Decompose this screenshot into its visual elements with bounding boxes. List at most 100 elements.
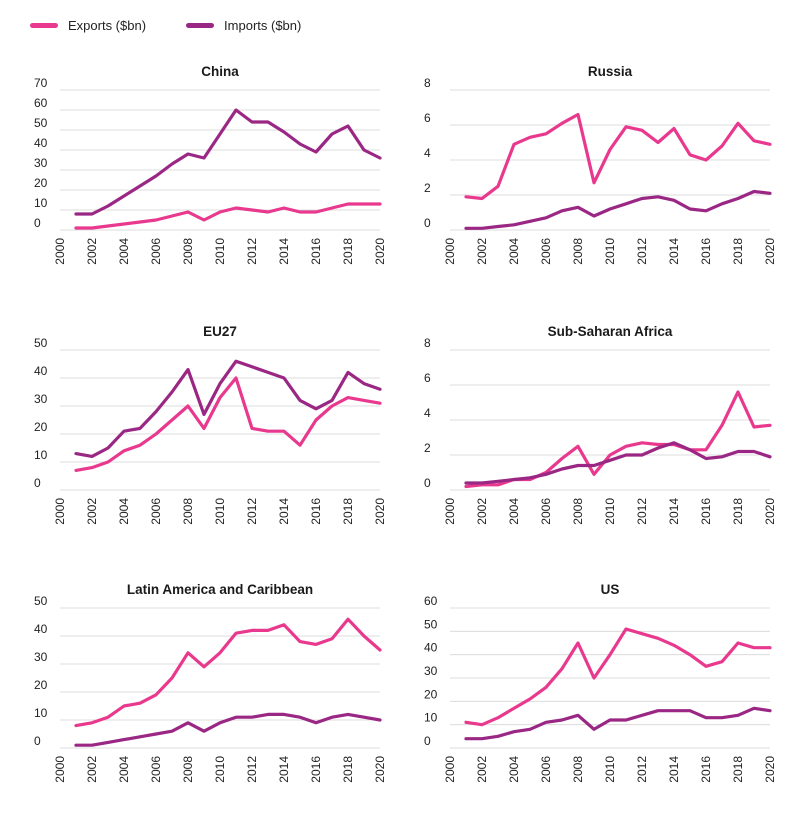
x-tick-label: 2016	[699, 498, 713, 525]
y-tick-label: 60	[34, 96, 48, 110]
exports-line	[74, 202, 382, 230]
y-tick-label: 60	[424, 594, 438, 608]
x-tick-label: 2020	[373, 756, 387, 783]
x-tick-label: 2020	[763, 756, 777, 783]
x-tick-label: 2006	[539, 498, 553, 525]
x-tick-label: 2012	[635, 756, 649, 783]
x-tick-label: 2000	[443, 238, 457, 265]
chart-svg: Russia 0 2 4 6 8 2000 2002 2004 2006 2008 2010 2012 2…	[424, 64, 777, 265]
exports-line	[74, 376, 382, 472]
legend-swatch-imports	[186, 22, 215, 28]
imports-line	[74, 359, 382, 458]
y-tick-label: 0	[34, 216, 41, 230]
x-tick-label: 2000	[53, 756, 67, 783]
x-tick-label: 2010	[603, 498, 617, 525]
x-tick-label: 2008	[571, 498, 585, 525]
chart-svg: Sub-Saharan Africa 0 2 4 6 8 2000 2002 2004 2006 2…	[424, 324, 777, 525]
x-tick-label: 2020	[373, 498, 387, 525]
y-tick-label: 30	[34, 156, 48, 170]
y-tick-label: 50	[34, 336, 48, 350]
x-tick-label: 2012	[245, 238, 259, 265]
x-tick-label: 2002	[475, 238, 489, 265]
x-tick-label: 2008	[571, 756, 585, 783]
y-tick-label: 0	[424, 216, 431, 230]
y-tick-label: 30	[34, 392, 48, 406]
x-tick-label: 2018	[341, 498, 355, 525]
y-tick-label: 4	[424, 146, 431, 160]
x-tick-label: 2014	[277, 756, 291, 783]
x-tick-label: 2012	[635, 238, 649, 265]
legend-label-imports: Imports ($bn)	[224, 17, 302, 33]
y-tick-label: 30	[424, 664, 438, 678]
x-tick-label: 2014	[277, 498, 291, 525]
x-tick-label: 2018	[731, 498, 745, 525]
x-tick-label: 2004	[507, 238, 521, 265]
legend-item-imports: Imports ($bn)	[186, 18, 301, 33]
x-tick-label: 2004	[507, 498, 521, 525]
y-tick-label: 10	[34, 706, 48, 720]
y-tick-label: 20	[34, 678, 48, 692]
x-tick-label: 2004	[507, 756, 521, 783]
imports-line	[464, 189, 772, 230]
chart-svg: US 0 10 20 30 40 50 60 2000 2002 2004 2006 2008 2010 2…	[424, 582, 777, 783]
y-tick-label: 2	[424, 181, 431, 195]
x-tick-label: 2008	[181, 238, 195, 265]
x-tick-label: 2000	[443, 756, 457, 783]
x-tick-label: 2002	[85, 238, 99, 265]
x-tick-label: 2016	[309, 238, 323, 265]
chart-sub-saharan-africa: Sub-Saharan Africa 0 2 4 6 8 2000 2002 2004 2006 2…	[410, 322, 780, 572]
y-tick-label: 40	[424, 641, 438, 655]
chart-svg: China 0 10 20 30 40 50 60 70 2000 2002 2004 2006 2008…	[34, 64, 387, 265]
x-tick-label: 2014	[667, 756, 681, 783]
x-tick-label: 2012	[245, 756, 259, 783]
chart-title: China	[201, 64, 239, 79]
x-tick-label: 2018	[341, 756, 355, 783]
chart-title: Latin America and Caribbean	[127, 582, 313, 597]
x-tick-label: 2020	[763, 238, 777, 265]
chart-title: EU27	[203, 324, 237, 339]
y-tick-label: 4	[424, 406, 431, 420]
y-tick-label: 10	[34, 196, 48, 210]
y-tick-label: 50	[424, 617, 438, 631]
y-tick-label: 20	[34, 176, 48, 190]
x-tick-label: 2000	[53, 498, 67, 525]
y-tick-label: 0	[424, 734, 431, 748]
exports-line	[74, 617, 382, 728]
x-tick-label: 2020	[763, 498, 777, 525]
y-tick-label: 10	[424, 711, 438, 725]
x-tick-label: 2016	[309, 498, 323, 525]
x-tick-label: 2002	[85, 498, 99, 525]
x-tick-label: 2010	[213, 498, 227, 525]
x-tick-label: 2006	[539, 238, 553, 265]
x-tick-label: 2010	[213, 238, 227, 265]
y-tick-label: 8	[424, 76, 431, 90]
x-tick-label: 2004	[117, 498, 131, 525]
x-tick-label: 2016	[699, 756, 713, 783]
y-tick-label: 40	[34, 364, 48, 378]
y-tick-label: 40	[34, 622, 48, 636]
x-tick-label: 2010	[603, 238, 617, 265]
x-tick-label: 2016	[699, 238, 713, 265]
y-tick-label: 0	[424, 476, 431, 490]
x-tick-label: 2020	[373, 238, 387, 265]
x-tick-label: 2008	[181, 756, 195, 783]
exports-line	[464, 390, 772, 489]
y-tick-label: 30	[34, 650, 48, 664]
x-tick-label: 2014	[667, 498, 681, 525]
exports-line	[464, 112, 772, 201]
y-tick-label: 0	[34, 734, 41, 748]
x-tick-label: 2014	[667, 238, 681, 265]
x-tick-label: 2000	[443, 498, 457, 525]
y-tick-label: 6	[424, 111, 431, 125]
chart-title: Sub-Saharan Africa	[548, 324, 673, 339]
x-tick-label: 2012	[245, 498, 259, 525]
imports-line	[464, 441, 772, 485]
y-tick-label: 40	[34, 136, 48, 150]
x-tick-label: 2002	[85, 756, 99, 783]
x-tick-label: 2012	[635, 498, 649, 525]
chart-svg: EU27 0 10 20 30 40 50 2000 2002 2004 2006 2008 2010 2…	[34, 324, 387, 525]
legend-item-exports: Exports ($bn)	[30, 18, 146, 33]
imports-line	[74, 712, 382, 747]
chart-us: US 0 10 20 30 40 50 60 2000 2002 2004 2006 2008 2010 2…	[410, 580, 780, 830]
y-tick-label: 2	[424, 441, 431, 455]
